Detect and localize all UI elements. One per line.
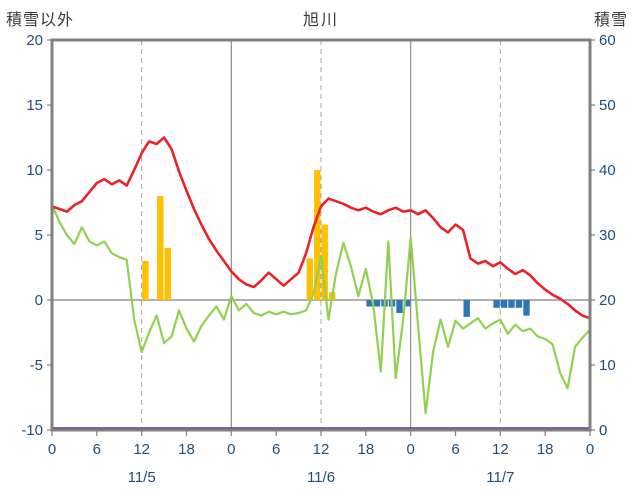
left-axis-title: 積雪以外	[6, 12, 75, 29]
orange-bars-bar	[306, 258, 313, 300]
date-label: 11/7	[486, 469, 514, 486]
blue-bars-bar	[523, 300, 530, 316]
blue-bars-bar	[403, 300, 411, 307]
right-axis-tick-label: 40	[599, 162, 616, 179]
right-axis-tick-label: 60	[599, 32, 616, 49]
hour-tick-label: 6	[272, 441, 280, 458]
orange-bars-bar	[164, 248, 171, 300]
hour-tick-label: 12	[133, 441, 150, 458]
right-axis-title: 積雪	[593, 12, 628, 29]
hour-tick-label: 18	[178, 441, 195, 458]
date-labels: 11/5 11/6 11/7	[128, 469, 515, 486]
left-axis-tick-label: 5	[35, 227, 43, 244]
orange-bars-bar	[321, 224, 328, 300]
left-axis-tick-label: 20	[26, 32, 43, 49]
orange-bars-bar	[314, 170, 321, 300]
left-axis-tick-label: 15	[26, 97, 43, 114]
hour-tick-label: 18	[357, 441, 374, 458]
bottom-axis: 0 6 12 18 0 6 12 18 0 6 12 18 0	[48, 431, 594, 458]
hour-tick-label: 6	[93, 441, 101, 458]
right-axis-tick-label: 0	[599, 422, 607, 439]
hour-tick-label: 0	[406, 441, 414, 458]
hour-tick-label: 0	[227, 441, 235, 458]
chart-title: 旭川	[302, 12, 339, 29]
blue-bars-bar	[500, 300, 508, 308]
right-axis-tick-label: 30	[599, 227, 616, 244]
blue-bars-bar	[366, 300, 373, 307]
date-label: 11/5	[128, 469, 156, 486]
right-axis-tick-label: 10	[599, 357, 616, 374]
red-line	[50, 136, 592, 320]
orange-bars-bar	[142, 261, 149, 300]
blue-bars-bar	[373, 300, 381, 307]
blue-bars-bar	[463, 300, 470, 317]
hour-tick-label: 12	[492, 441, 509, 458]
date-label: 11/6	[307, 469, 335, 486]
hour-tick-label: 0	[586, 441, 594, 458]
blue-bars-bar	[396, 300, 403, 313]
right-axis-tick-label: 50	[599, 97, 616, 114]
left-axis: 20 15 10 5 0 -5 -10	[21, 32, 51, 439]
left-axis-tick-label: 10	[26, 162, 43, 179]
left-axis-tick-label: -10	[21, 422, 43, 439]
blue-bars-bar	[508, 300, 515, 308]
blue-bars-bar	[515, 300, 523, 308]
hour-tick-label: 12	[313, 441, 330, 458]
left-axis-tick-label: -5	[30, 357, 43, 374]
plot-frame	[50, 38, 592, 432]
hour-tick-label: 6	[451, 441, 459, 458]
left-axis-tick-label: 0	[35, 292, 43, 309]
hour-tick-label: 0	[48, 441, 56, 458]
hour-tick-label: 18	[537, 441, 554, 458]
orange-bars-bar	[157, 196, 164, 300]
blue-bars-bar	[493, 300, 500, 308]
vertical-gridlines	[141, 40, 501, 430]
right-axis-tick-label: 20	[599, 292, 616, 309]
green-line	[50, 204, 592, 415]
right-axis: 60 50 40 30 20 10 0	[591, 32, 616, 439]
